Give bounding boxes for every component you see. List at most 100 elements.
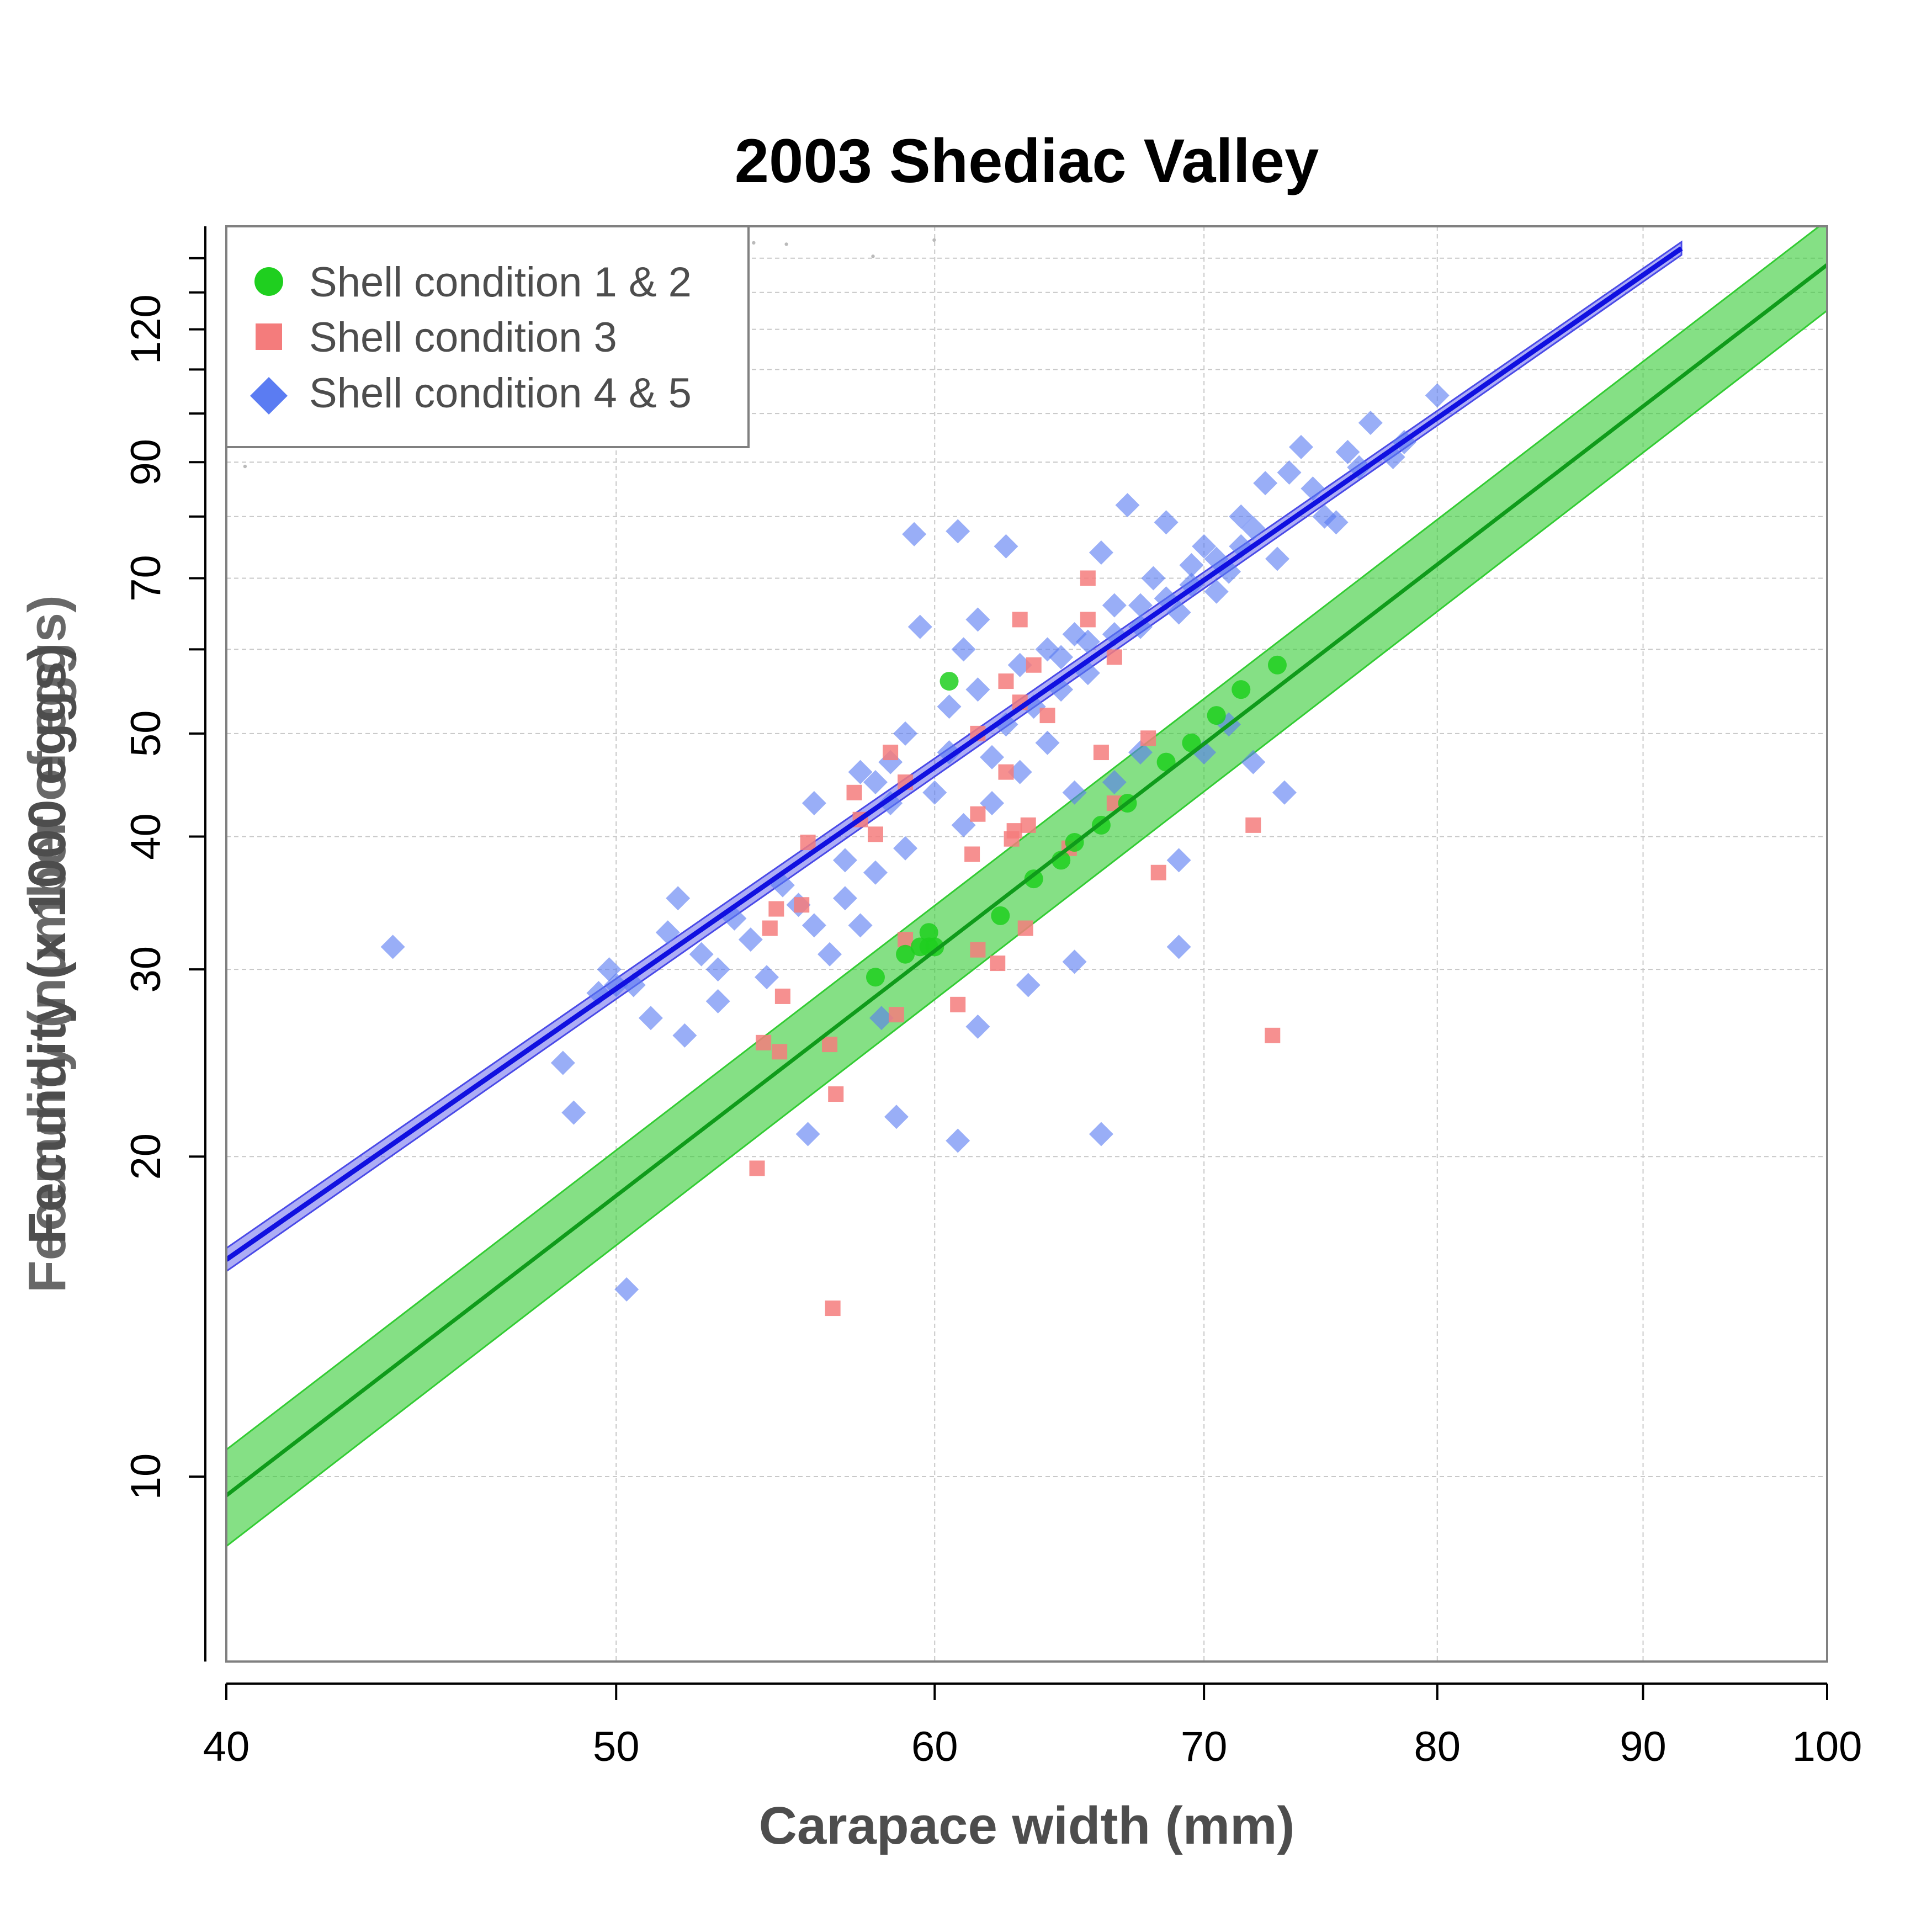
sc3-point: [990, 956, 1006, 972]
sc45-point: [1007, 760, 1032, 784]
sc45-point: [802, 791, 826, 816]
sc45-point: [672, 1023, 697, 1048]
sc3-point: [1150, 864, 1166, 880]
x-tick-label: 80: [1414, 1723, 1461, 1770]
sc45-point: [1128, 593, 1153, 618]
sc45-point: [1075, 629, 1100, 654]
sc45-point: [878, 791, 903, 816]
y-axis-label: Fecundity (x 1000 eggs): [18, 644, 77, 1244]
sc45-point: [922, 780, 947, 805]
sc3-point: [950, 996, 966, 1012]
sc12-point: [919, 923, 938, 942]
sc3-point: [888, 1007, 904, 1023]
sc3-point: [768, 901, 784, 917]
sc45-point: [1016, 973, 1041, 997]
sc45-point: [1166, 848, 1191, 873]
sc3-point: [1093, 745, 1109, 761]
sc45-point: [1089, 1122, 1113, 1147]
sc45-point: [1128, 740, 1153, 765]
sc45-point: [1115, 493, 1140, 518]
sc45-point: [738, 927, 763, 952]
sc45-point: [1089, 540, 1113, 565]
sc45-point: [1102, 770, 1127, 795]
sc45-point: [1035, 730, 1060, 755]
sc45-point: [848, 760, 873, 784]
sc45-point: [902, 522, 927, 546]
sc45-point: [980, 791, 1005, 816]
sc45-point: [1347, 455, 1372, 480]
legend-marker-sc45: [250, 377, 288, 415]
sc3-point: [828, 1086, 844, 1102]
sc45-point: [1253, 471, 1278, 496]
sc45-point: [980, 745, 1005, 769]
sc3-point: [1106, 649, 1122, 665]
sc3-point: [756, 1034, 772, 1050]
y-tick-label: 90: [123, 439, 169, 486]
x-tick-label: 60: [911, 1723, 958, 1770]
sc45-point: [1241, 750, 1266, 774]
band-shell-1-2: [226, 226, 1827, 1548]
sc45-point: [1324, 510, 1349, 535]
sc3-point: [794, 897, 810, 913]
sc45-point: [907, 614, 932, 639]
sc45-point: [1204, 579, 1229, 604]
sc45-point: [1272, 780, 1297, 805]
legend-label-sc12: Shell condition 1 & 2: [309, 259, 692, 306]
sc45-point: [802, 913, 826, 938]
fit-lines: [226, 246, 1827, 1497]
sc45-point: [832, 848, 857, 873]
plot-frame: [225, 225, 1828, 1663]
sc3-point: [749, 1160, 765, 1176]
sc3-point: [1245, 817, 1261, 833]
sc45-point: [1166, 600, 1191, 625]
sc45-point: [951, 813, 976, 837]
y-tick-label: 120: [123, 294, 169, 364]
sc45-point: [1241, 516, 1266, 540]
sc45-point: [754, 965, 779, 990]
sc12-point: [940, 672, 959, 691]
sc45-point: [994, 712, 1018, 737]
legend-box: [225, 225, 750, 448]
sc45-point: [1265, 546, 1289, 571]
sc3-point: [1020, 817, 1036, 833]
sc45-point: [666, 886, 691, 911]
y-tick-label: 10: [123, 1453, 169, 1500]
y-axis-label-overlap: Fecundity (number of eggs): [18, 595, 77, 1293]
x-tick-label: 100: [1792, 1723, 1862, 1770]
sc45-point: [1289, 434, 1314, 459]
x-tick-label: 70: [1181, 1723, 1228, 1770]
sc45-point: [818, 942, 842, 967]
fit-line-shell-1-2: [226, 263, 1827, 1497]
x-axis: 40 50 60 70 80 90 100: [203, 1682, 1862, 1770]
sc12-point: [1232, 680, 1251, 699]
sc45-point: [614, 1277, 639, 1302]
legend-label-sc3: Shell condition 3: [309, 314, 617, 361]
sc3-point: [1004, 831, 1020, 847]
sc45-point: [1358, 411, 1383, 436]
sc45-point: [655, 920, 680, 945]
sc45-point: [1062, 949, 1087, 974]
x-tick-label: 40: [203, 1723, 250, 1770]
sc3-point: [1012, 612, 1028, 628]
y-tick-label: 20: [123, 1133, 169, 1180]
sc3-point: [964, 846, 980, 862]
y-tick-label: 50: [123, 710, 169, 757]
sc3-point: [772, 1044, 788, 1060]
sc45-point: [863, 770, 888, 795]
sc45-point: [1049, 645, 1074, 670]
sc45-point: [951, 637, 976, 662]
sc3-point: [1140, 730, 1156, 746]
sc45-point: [380, 935, 405, 959]
sc45-point: [561, 1100, 586, 1125]
x-tick-label: 90: [1620, 1723, 1666, 1770]
sc12-point: [991, 906, 1010, 925]
sc45-point: [1141, 566, 1166, 591]
sc45-point: [1166, 935, 1191, 959]
sc45-point: [1335, 439, 1360, 464]
x-axis-label: Carapace width (mm): [759, 1796, 1295, 1855]
sc3-point: [970, 806, 986, 822]
legend-label-sc45: Shell condition 4 & 5: [309, 370, 692, 417]
background-point: [871, 254, 875, 258]
sc45-point: [848, 913, 873, 938]
y-axis: 10 20 30 40 50 70 90 120: [123, 226, 206, 1662]
